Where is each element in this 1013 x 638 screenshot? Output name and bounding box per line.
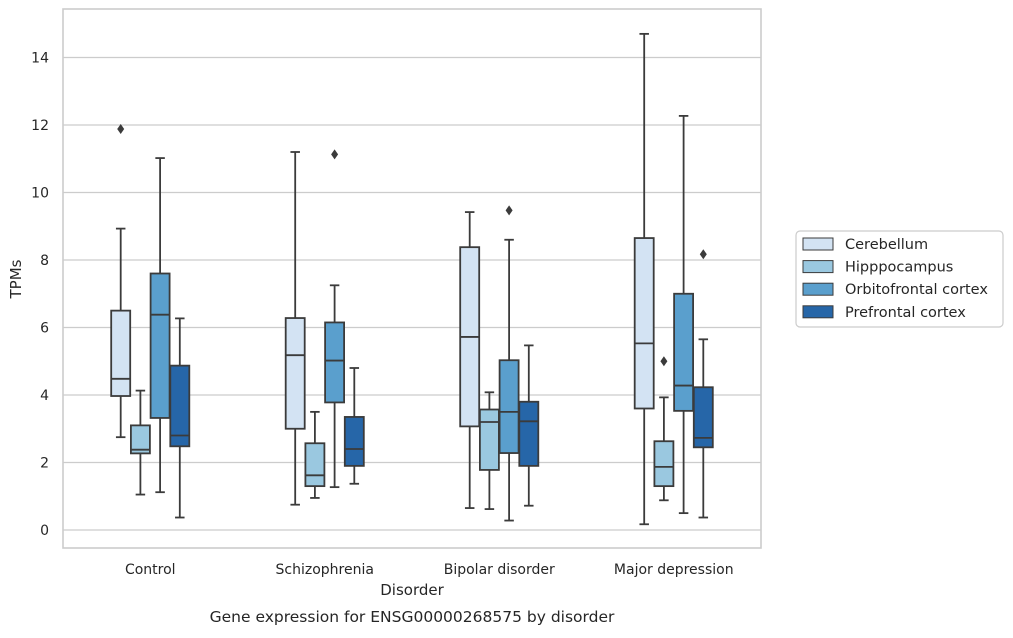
y-tick-label: 0 [40,523,49,539]
plot-frame [62,8,762,549]
box [633,237,655,410]
box-group [343,367,365,485]
x-tick-label: Bipolar disorder [444,562,555,578]
box [478,408,500,471]
box-group [653,356,675,502]
outlier-point [331,149,339,160]
x-tick-label: Control [125,562,176,578]
legend-swatch [802,260,834,274]
legend-swatch [802,305,834,319]
box-group [110,124,132,439]
box [304,442,326,488]
x-tick-label: Schizophrenia [276,562,374,578]
box [129,424,151,455]
y-tick-label: 4 [40,388,49,404]
legend-label: Orbitofrontal cortex [845,282,988,298]
box [169,364,191,448]
box [653,440,675,488]
x-axis-label: Disorder [380,581,444,599]
y-tick-label: 2 [40,456,49,472]
legend-label: Hipppocampus [845,260,953,276]
legend-box [795,230,1004,328]
box [149,272,171,419]
chart-caption: Gene expression for ENSG00000268575 by d… [210,608,615,626]
y-tick-label: 10 [31,186,49,202]
legend-label: Cerebellum [845,237,928,253]
box [673,292,694,412]
box-group [673,114,694,515]
box-group [498,205,520,522]
box [498,359,520,454]
box-group [518,344,540,507]
box-group [459,211,481,509]
box-group [692,249,714,519]
box [343,416,365,467]
box-group [169,317,191,519]
legend-swatch [802,282,834,296]
box-group [324,149,346,489]
y-tick-label: 12 [31,118,49,134]
box [324,321,346,404]
y-tick-label: 6 [40,321,49,337]
outlier-point [505,205,513,216]
box [284,317,306,430]
legend-swatch [802,237,834,251]
y-tick-label: 8 [40,253,49,269]
box [692,386,714,449]
y-tick-label: 14 [31,51,49,67]
box-group [149,157,171,494]
box-group [633,32,655,526]
box-group [304,410,326,499]
outlier-point [660,356,668,367]
box-group [478,391,500,510]
outlier-point [699,249,707,260]
outlier-point [117,124,125,135]
box-group [129,389,151,496]
legend-label: Prefrontal cortex [845,305,966,321]
x-tick-label: Major depression [614,562,734,578]
box [110,309,132,397]
box [518,400,540,467]
box-group [284,151,306,506]
y-axis-label: TPMs [7,259,25,299]
